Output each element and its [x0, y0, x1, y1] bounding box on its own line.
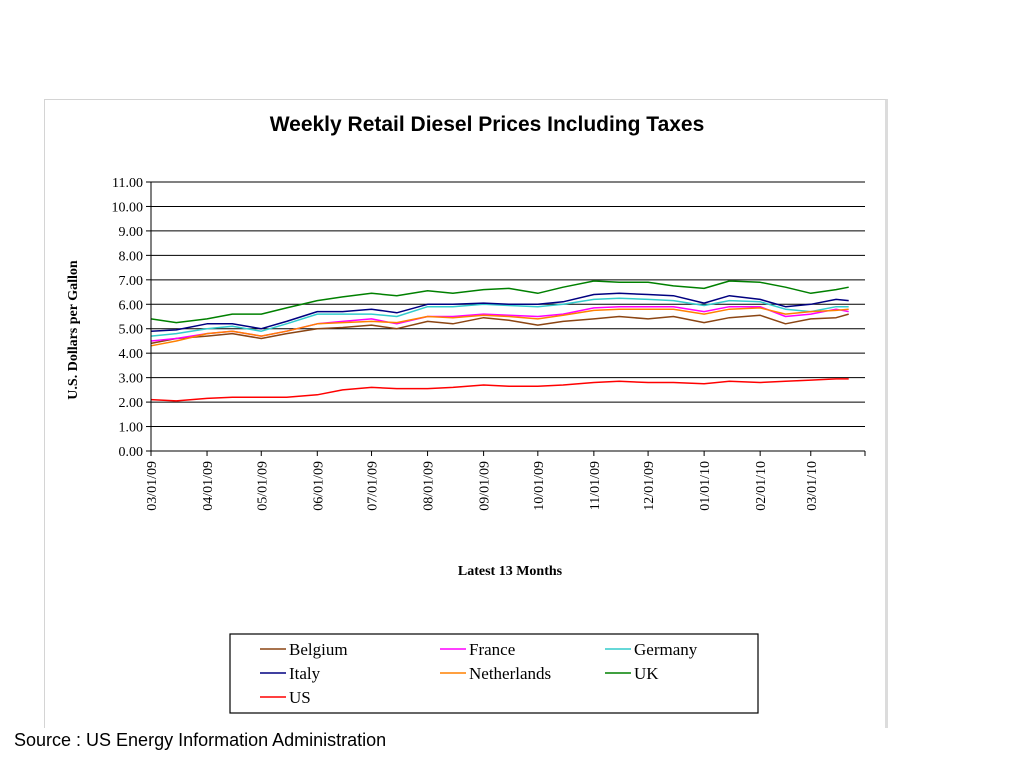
- y-tick-label: 7.00: [119, 274, 144, 289]
- legend-label-uk: UK: [634, 664, 659, 683]
- y-axis-label: U.S. Dollars per Gallon: [66, 260, 81, 400]
- x-tick-label: 03/01/10: [805, 461, 820, 511]
- x-tick-label: 03/01/09: [145, 461, 160, 511]
- legend-label-germany: Germany: [634, 640, 698, 659]
- series-line-uk: [150, 280, 849, 324]
- x-tick-label: 08/01/09: [422, 461, 437, 511]
- y-tick-label: 4.00: [119, 347, 144, 362]
- x-tick-label: 01/01/10: [698, 461, 713, 511]
- x-axis-label: Latest 13 Months: [458, 564, 563, 579]
- series-line-italy: [150, 292, 849, 332]
- series-line-germany: [150, 297, 849, 337]
- y-tick-label: 11.00: [112, 176, 143, 191]
- legend: Belgium France Germany Italy Netherlands UK US: [229, 633, 759, 714]
- x-tick-label: 04/01/09: [201, 461, 216, 511]
- legend-box: [229, 633, 759, 714]
- legend-label-us: US: [289, 688, 311, 707]
- x-tick-label: 07/01/09: [366, 461, 381, 511]
- series-line-belgium: [150, 313, 849, 345]
- legend-label-italy: Italy: [289, 664, 321, 683]
- series-lines: [150, 280, 849, 402]
- legend-label-netherlands: Netherlands: [469, 664, 551, 683]
- axes: 0.00 1.00 2.00 3.00 4.00 5.00 6.00 7.00 8.00 9.00…: [112, 176, 866, 511]
- y-tick-label: 9.00: [119, 225, 144, 240]
- y-tick-label: 8.00: [119, 249, 144, 264]
- x-tick-label: 05/01/09: [255, 461, 270, 511]
- x-tick-label: 11/01/09: [588, 461, 603, 510]
- chart-panel: Weekly Retail Diesel Prices Including Ta…: [44, 99, 888, 728]
- chart-title: Weekly Retail Diesel Prices Including Ta…: [270, 113, 705, 136]
- x-tick-label: 09/01/09: [478, 461, 493, 511]
- y-tick-label: 1.00: [119, 421, 144, 436]
- legend-label-france: France: [469, 640, 515, 659]
- x-tick-label: 10/01/09: [532, 461, 547, 511]
- series-line-us: [150, 378, 849, 402]
- y-tick-label: 10.00: [112, 200, 144, 215]
- series-line-netherlands: [150, 307, 849, 347]
- line-chart: Weekly Retail Diesel Prices Including Ta…: [66, 113, 866, 714]
- x-tick-label: 06/01/09: [311, 461, 326, 511]
- y-tick-label: 2.00: [119, 396, 144, 411]
- y-tick-label: 5.00: [119, 323, 144, 338]
- x-tick-label: 12/01/09: [642, 461, 657, 511]
- y-tick-label: 0.00: [119, 445, 144, 460]
- source-note: Source : US Energy Information Administr…: [14, 730, 387, 750]
- x-tick-label: 02/01/10: [754, 461, 769, 511]
- y-tick-label: 3.00: [119, 372, 144, 387]
- legend-label-belgium: Belgium: [289, 640, 348, 659]
- y-tick-label: 6.00: [119, 298, 144, 313]
